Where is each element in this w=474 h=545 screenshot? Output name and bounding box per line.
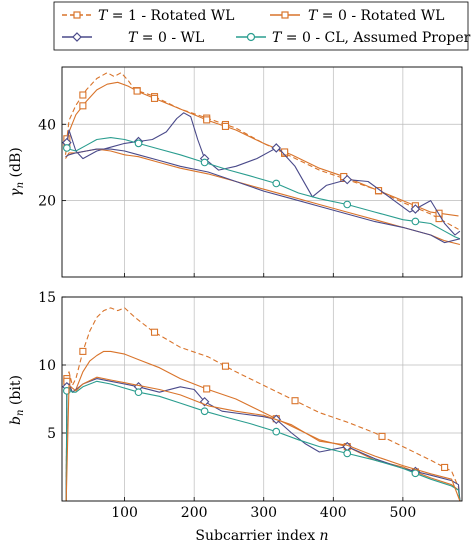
- axes-frame-gamma: [61, 66, 463, 278]
- xtick-label: 200: [181, 505, 208, 521]
- series-marker-3: [200, 158, 209, 167]
- series-marker-0: [79, 347, 87, 355]
- legend-entry-3: T = 0 - CL, Assumed Proper: [236, 30, 471, 46]
- series-marker-1: [150, 94, 159, 102]
- series-marker-3: [343, 200, 352, 209]
- series-line-0: [65, 307, 461, 502]
- series-marker-0: [378, 432, 386, 440]
- ytick-label: 20: [38, 194, 56, 210]
- series-marker-3: [411, 469, 420, 478]
- axes-frame-bits: [61, 296, 463, 502]
- legend-marker-1: [281, 11, 289, 19]
- xticks-gamma: [124, 273, 404, 277]
- legend-entry-2: T = 0 - WL: [62, 30, 204, 46]
- chart-bits: 5 10 15 100 200 300 400 500 bn (bit) Subcarrie…: [8, 290, 463, 544]
- series-marker-1: [435, 209, 443, 217]
- series-marker-1: [374, 187, 383, 195]
- series-line-4: [65, 376, 461, 502]
- legend-label-2: T = 0 - WL: [128, 30, 204, 46]
- legend-label-1: T = 0 - Rotated WL: [308, 8, 444, 24]
- series-line-3: [65, 380, 461, 502]
- ytick-label: 10: [38, 358, 56, 374]
- series-gamma: [62, 72, 461, 246]
- series-marker-0: [221, 362, 230, 370]
- series-line-0: [64, 72, 459, 230]
- yticks-bits: 5 10 15: [38, 290, 66, 442]
- legend-entry-1: T = 0 - Rotated WL: [270, 8, 444, 24]
- legend-marker-2: [72, 32, 82, 42]
- legend-marker-0: [73, 11, 81, 19]
- ylabel-gamma: γn (dB): [8, 147, 26, 196]
- ylabel-bits: bn (bit): [8, 375, 26, 425]
- legend-label-3: T = 0 - CL, Assumed Proper: [272, 30, 471, 46]
- ytick-label: 15: [38, 290, 56, 306]
- series-marker-0: [79, 91, 87, 99]
- series-line-5: [65, 148, 461, 244]
- series-marker-0: [150, 328, 159, 336]
- xtick-label: 500: [390, 505, 417, 521]
- series-marker-0: [441, 463, 449, 472]
- series-marker-3: [134, 139, 143, 148]
- series-marker-1: [133, 87, 141, 95]
- legend-marker-3: [246, 32, 256, 42]
- series-marker-3: [63, 144, 71, 152]
- legend-entry-0: T = 1 - Rotated WL: [62, 8, 234, 24]
- series-marker-1: [203, 116, 211, 124]
- series-marker-1: [221, 122, 230, 130]
- series-line-1: [65, 350, 461, 502]
- series-line-1: [64, 81, 459, 217]
- xticks-bits: 100 200 300 400 500: [111, 497, 416, 521]
- legend-label-0: T = 1 - Rotated WL: [98, 8, 234, 24]
- xtick-label: 400: [320, 505, 347, 521]
- series-marker-0: [291, 397, 299, 405]
- series-marker-2: [410, 204, 421, 214]
- series-marker-3: [200, 407, 209, 416]
- series-marker-2: [271, 143, 282, 153]
- xtick-label: 100: [111, 505, 138, 521]
- grid-bits: [62, 296, 462, 501]
- ytick-label: 5: [47, 426, 56, 442]
- legend: T = 1 - Rotated WL T = 0 - Rotated WL T …: [53, 1, 471, 51]
- xlabel-bits: Subcarrier index n: [195, 528, 328, 544]
- ytick-label: 40: [38, 117, 56, 133]
- series-marker-3: [343, 449, 352, 458]
- legend-frame: [53, 1, 469, 51]
- series-bits: [62, 307, 461, 502]
- xtick-label: 300: [250, 505, 277, 521]
- grid-gamma: [62, 67, 462, 277]
- series-marker-1: [79, 102, 87, 110]
- series-marker-3: [411, 217, 420, 226]
- series-marker-1: [203, 385, 211, 393]
- series-line-2: [65, 378, 461, 502]
- series-marker-3: [272, 427, 281, 436]
- series-marker-3: [134, 388, 143, 397]
- series-marker-3: [272, 179, 281, 188]
- series-marker-2: [342, 174, 352, 185]
